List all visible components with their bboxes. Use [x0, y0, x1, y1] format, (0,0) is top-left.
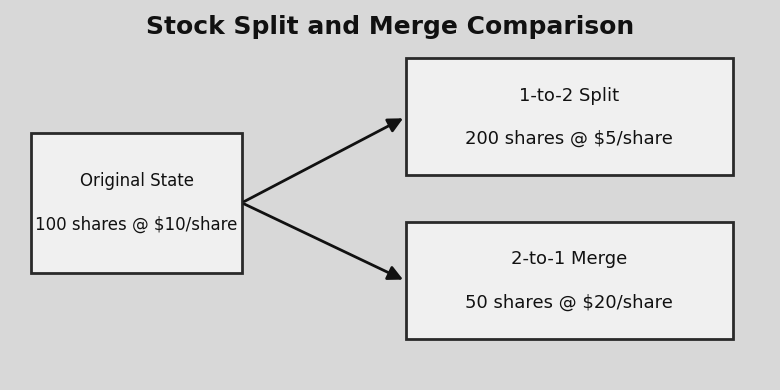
Text: 50 shares @ $20/share: 50 shares @ $20/share: [466, 293, 673, 311]
Text: Stock Split and Merge Comparison: Stock Split and Merge Comparison: [146, 15, 634, 39]
FancyBboxPatch shape: [406, 222, 733, 339]
Text: Original State: Original State: [80, 172, 193, 190]
Text: 1-to-2 Split: 1-to-2 Split: [519, 87, 619, 105]
FancyBboxPatch shape: [31, 133, 242, 273]
Text: 200 shares @ $5/share: 200 shares @ $5/share: [466, 129, 673, 147]
Text: 2-to-1 Merge: 2-to-1 Merge: [511, 250, 628, 268]
Text: 100 shares @ $10/share: 100 shares @ $10/share: [35, 215, 238, 233]
FancyBboxPatch shape: [406, 58, 733, 176]
